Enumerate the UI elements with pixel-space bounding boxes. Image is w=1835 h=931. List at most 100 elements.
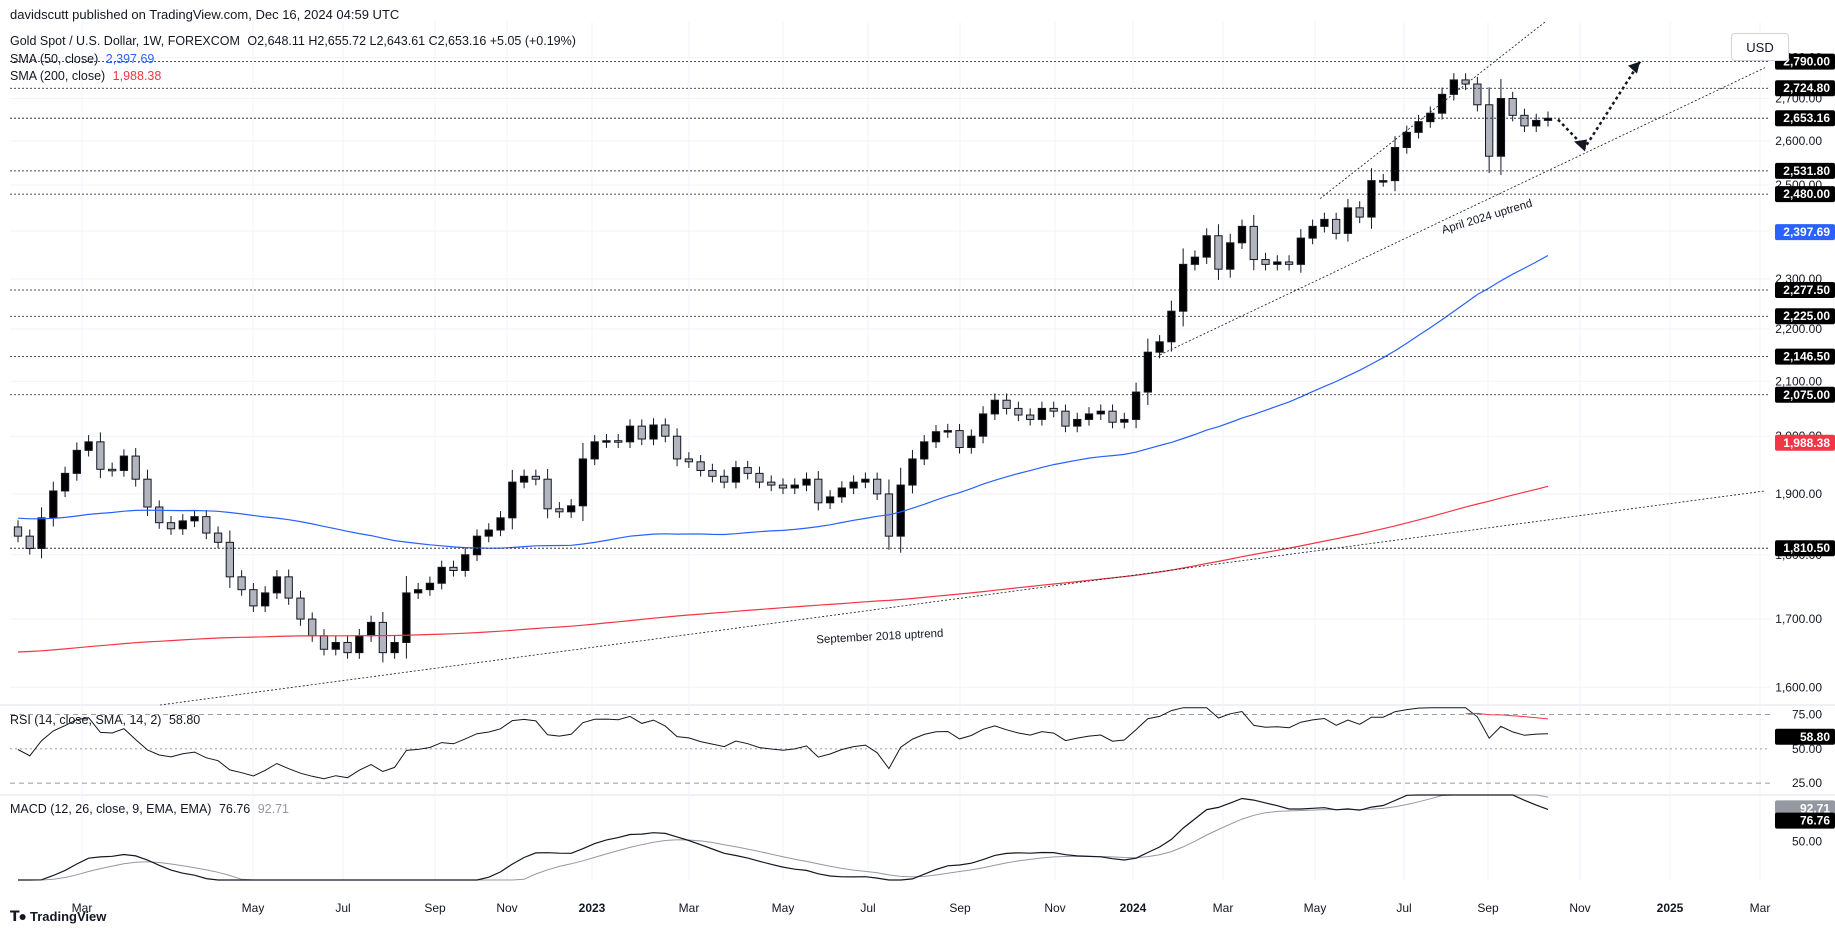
candle-up (1084, 413, 1094, 420)
candle-up (84, 441, 93, 451)
sma50-value: 2,397.69 (105, 52, 155, 66)
price-level-label: 2,480.00 (1783, 187, 1830, 201)
price-level-badge (1775, 53, 1835, 70)
candle-up (602, 440, 611, 443)
candle-down (708, 469, 717, 477)
candle-down (25, 535, 34, 550)
candle-up (1237, 225, 1247, 244)
instrument-title[interactable]: Gold Spot / U.S. Dollar, 1W, FOREXCOM (10, 34, 240, 48)
rsi-tick-label: 50.00 (1792, 742, 1822, 756)
candle-down (614, 440, 623, 443)
projection-arrowhead (1628, 61, 1640, 74)
candle-up (1120, 418, 1129, 423)
price-level-label: 2,653.16 (1783, 111, 1830, 125)
time-tick-label: Mar (1750, 901, 1771, 915)
candle-down (131, 455, 140, 480)
currency-button[interactable]: USD (1731, 33, 1789, 61)
price-level-badge (1775, 110, 1835, 127)
candle-down (1002, 399, 1011, 409)
time-tick-label: Mar (679, 901, 700, 915)
macd-tick-label: 50.00 (1792, 834, 1822, 848)
candle-up (1037, 407, 1047, 420)
candle-down (296, 597, 305, 620)
candle-down (108, 468, 117, 472)
candle-down (166, 522, 176, 530)
price-level-badge (1775, 80, 1835, 97)
candle-up (1155, 341, 1164, 353)
price-level-badge (1775, 386, 1835, 403)
candle-down (155, 506, 164, 524)
candle-up (1096, 410, 1105, 415)
candle-up (472, 535, 482, 556)
projection-arrowhead (1574, 139, 1587, 152)
time-tick-label: Sep (1477, 901, 1499, 915)
candle-down (955, 430, 964, 449)
time-tick-label: 2023 (579, 901, 606, 915)
candle-down (237, 576, 246, 591)
candle-up (825, 496, 835, 504)
rsi-tick-label: 75.00 (1792, 708, 1822, 722)
tradingview-brand: TradingView (30, 909, 107, 924)
candle-up (578, 458, 588, 507)
candle-down (1508, 98, 1517, 116)
candle-up (390, 641, 399, 654)
time-tick-label: Mar (1213, 901, 1234, 915)
price-tick-label: 2,600.00 (1775, 134, 1822, 148)
time-tick-label: Sep (949, 901, 971, 915)
macd-signal-value: 92.71 (257, 802, 289, 816)
price-level-label: 2,277.50 (1783, 283, 1830, 297)
candle-down (1014, 407, 1023, 416)
candle-up (861, 478, 870, 483)
candle-up (849, 481, 858, 489)
price-level-label: 2,075.00 (1783, 388, 1830, 402)
candle-down (767, 481, 776, 486)
candle-down (308, 618, 317, 637)
price-tick-label: 2,200.00 (1775, 322, 1822, 336)
candle-up (790, 484, 799, 489)
candle-down (1485, 104, 1494, 157)
time-tick-label: May (242, 901, 265, 915)
candle-up (1202, 235, 1211, 258)
candle-up (1437, 93, 1447, 114)
price-level-badge (1775, 348, 1835, 365)
april-2024-trendline (1159, 67, 1766, 356)
candle-down (1332, 218, 1341, 234)
candle-up (1167, 310, 1176, 343)
candle-up (590, 441, 599, 460)
candle-up (1190, 256, 1200, 265)
legend-sma50-row[interactable]: SMA (50, close) 2,397.69 (10, 52, 154, 66)
candle-down (319, 635, 329, 650)
candle-up (1073, 418, 1082, 427)
candle-down (1284, 261, 1294, 265)
legend-macd-row[interactable]: MACD (12, 26, close, 9, EMA, EMA) 76.76 … (10, 802, 289, 816)
candles (13, 73, 1553, 663)
legend-sma200-row[interactable]: SMA (200, close) 1,988.38 (10, 69, 161, 83)
macd-signal-label: 92.71 (1800, 801, 1830, 815)
time-tick-label: May (772, 901, 795, 915)
candle-down (1049, 407, 1058, 412)
candle-up (496, 517, 505, 531)
candle-up (1379, 180, 1388, 183)
candle-up (414, 589, 423, 594)
projection-path (1557, 60, 1642, 150)
candle-down (1473, 83, 1482, 106)
candle-up (1308, 225, 1317, 239)
price-tick-label: 2,100.00 (1775, 374, 1822, 388)
candle-up (355, 635, 364, 654)
tradingview-logo-icon: 𝗧● (10, 908, 27, 924)
sma200-line (17, 485, 1549, 653)
candle-down (684, 458, 693, 463)
time-tick-label: Jul (1396, 901, 1411, 915)
legend-rsi-row[interactable]: RSI (14, close, SMA, 14, 2) 58.80 (10, 713, 200, 727)
time-tick-label: Sep (424, 901, 446, 915)
candle-down (1520, 114, 1529, 127)
price-level-label: 2,724.80 (1783, 81, 1830, 95)
ohlc-values: O2,648.11 H2,655.72 L2,643.61 C2,653.16 … (247, 34, 576, 48)
candle-down (1249, 225, 1258, 261)
tradingview-logo[interactable]: 𝗧● TradingView (10, 908, 106, 925)
sma200-value: 1,988.38 (112, 69, 162, 83)
price-level-badge (1775, 540, 1835, 557)
candle-down (202, 516, 211, 534)
time-tick-label: 2025 (1657, 901, 1684, 915)
